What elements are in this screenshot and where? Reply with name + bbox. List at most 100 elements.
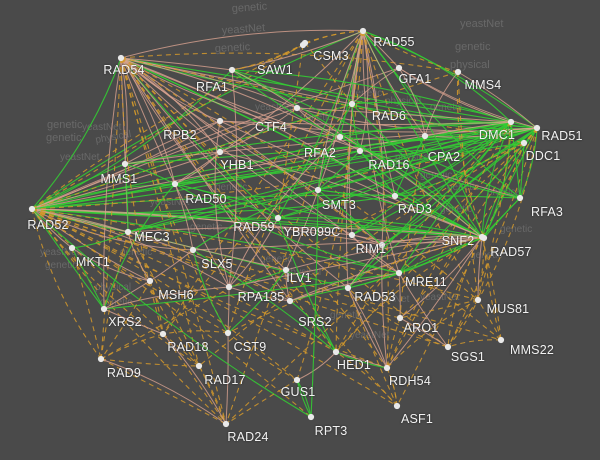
edge-physical: [120, 29, 364, 59]
edge-genetic: [457, 71, 479, 301]
edge-physical: [457, 71, 538, 129]
edge-physical: [31, 208, 383, 246]
edge-yeastNet: [277, 121, 512, 219]
graph-node[interactable]: [533, 124, 541, 132]
graph-node[interactable]: [378, 241, 386, 249]
edge-physical: [347, 244, 383, 289]
edge-type-watermark: physical: [95, 282, 131, 293]
graph-node[interactable]: [159, 330, 167, 338]
graph-node[interactable]: [444, 343, 452, 351]
edge-genetic: [149, 280, 164, 335]
edge-physical: [214, 120, 230, 288]
graph-node[interactable]: [395, 269, 403, 277]
edge-genetic: [386, 121, 512, 369]
graph-node[interactable]: [356, 147, 364, 155]
edge-physical: [424, 121, 512, 137]
edge-physical: [362, 30, 400, 69]
edge-physical: [120, 57, 400, 274]
edge-genetic: [335, 121, 512, 353]
edge-genetic: [447, 299, 479, 348]
edge-genetic: [335, 236, 483, 353]
edge-physical: [174, 30, 364, 185]
graph-node[interactable]: [216, 148, 224, 156]
graph-node[interactable]: [454, 68, 462, 76]
graph-node[interactable]: [68, 244, 76, 252]
edge-genetic: [31, 208, 398, 407]
edge-type-watermark: genetic: [350, 88, 382, 99]
graph-node[interactable]: [224, 329, 232, 337]
graph-node[interactable]: [222, 420, 230, 428]
edge-yeastNet: [277, 30, 364, 219]
edge-physical: [351, 234, 400, 274]
graph-node[interactable]: [474, 296, 482, 304]
graph-node[interactable]: [301, 39, 309, 47]
edge-type-watermark: yeastNet: [82, 122, 122, 133]
graph-node[interactable]: [332, 348, 340, 356]
graph-node[interactable]: [336, 133, 344, 141]
edge-genetic: [162, 333, 200, 367]
graph-node[interactable]: [282, 266, 290, 274]
graph-node[interactable]: [171, 180, 179, 188]
edge-yeastNet: [317, 150, 361, 191]
edge-yeastNet: [124, 127, 538, 165]
edge-type-watermark: genetic: [215, 182, 247, 193]
edge-yeastNet: [231, 69, 512, 123]
edge-genetic: [162, 330, 229, 335]
graph-node[interactable]: [516, 194, 524, 202]
graph-node[interactable]: [124, 228, 132, 236]
graph-node[interactable]: [383, 364, 391, 372]
edge-yeastNet: [310, 189, 319, 418]
graph-node[interactable]: [507, 118, 515, 126]
edge-genetic: [31, 208, 102, 360]
edge-genetic: [100, 57, 122, 360]
edge-genetic: [198, 142, 525, 367]
graph-node[interactable]: [395, 64, 403, 72]
graph-node[interactable]: [396, 314, 404, 322]
edge-yeastNet: [174, 183, 483, 238]
edge-type-watermark: yeastNet: [420, 292, 460, 303]
edge-physical: [285, 30, 364, 271]
graph-node[interactable]: [314, 186, 322, 194]
edge-physical: [381, 244, 388, 369]
graph-node[interactable]: [421, 132, 429, 140]
graph-node[interactable]: [393, 402, 401, 410]
edge-genetic: [71, 247, 102, 360]
graph-node[interactable]: [286, 297, 294, 305]
graph-node[interactable]: [274, 214, 282, 222]
graph-node[interactable]: [228, 66, 236, 74]
graph-node[interactable]: [293, 376, 301, 384]
graph-node[interactable]: [348, 100, 356, 108]
graph-node[interactable]: [480, 234, 488, 242]
graph-node[interactable]: [359, 27, 367, 35]
edge-physical: [399, 236, 483, 319]
graph-node[interactable]: [348, 231, 356, 239]
edge-genetic: [386, 317, 401, 369]
graph-node[interactable]: [28, 205, 36, 213]
graph-node[interactable]: [216, 117, 224, 125]
edge-genetic: [477, 237, 485, 301]
edge-physical: [162, 333, 227, 425]
edge-genetic: [447, 127, 538, 348]
graph-node[interactable]: [117, 54, 125, 62]
edge-physical: [296, 107, 512, 123]
graph-node[interactable]: [520, 139, 528, 147]
edge-physical: [228, 286, 291, 302]
graph-node[interactable]: [497, 336, 505, 344]
graph-node[interactable]: [307, 413, 315, 421]
edge-genetic: [162, 30, 364, 335]
graph-node[interactable]: [225, 283, 233, 291]
graph-node[interactable]: [121, 160, 129, 168]
graph-node[interactable]: [189, 246, 197, 254]
edge-genetic: [477, 121, 512, 301]
edge-physical: [231, 30, 364, 71]
graph-node[interactable]: [391, 192, 399, 200]
graph-node[interactable]: [344, 284, 352, 292]
graph-node[interactable]: [97, 355, 105, 363]
graph-node[interactable]: [293, 104, 301, 112]
edge-genetic: [231, 44, 304, 71]
graph-node[interactable]: [146, 277, 154, 285]
graph-node[interactable]: [100, 305, 108, 313]
edge-yeastNet: [519, 142, 525, 199]
graph-node[interactable]: [195, 362, 203, 370]
